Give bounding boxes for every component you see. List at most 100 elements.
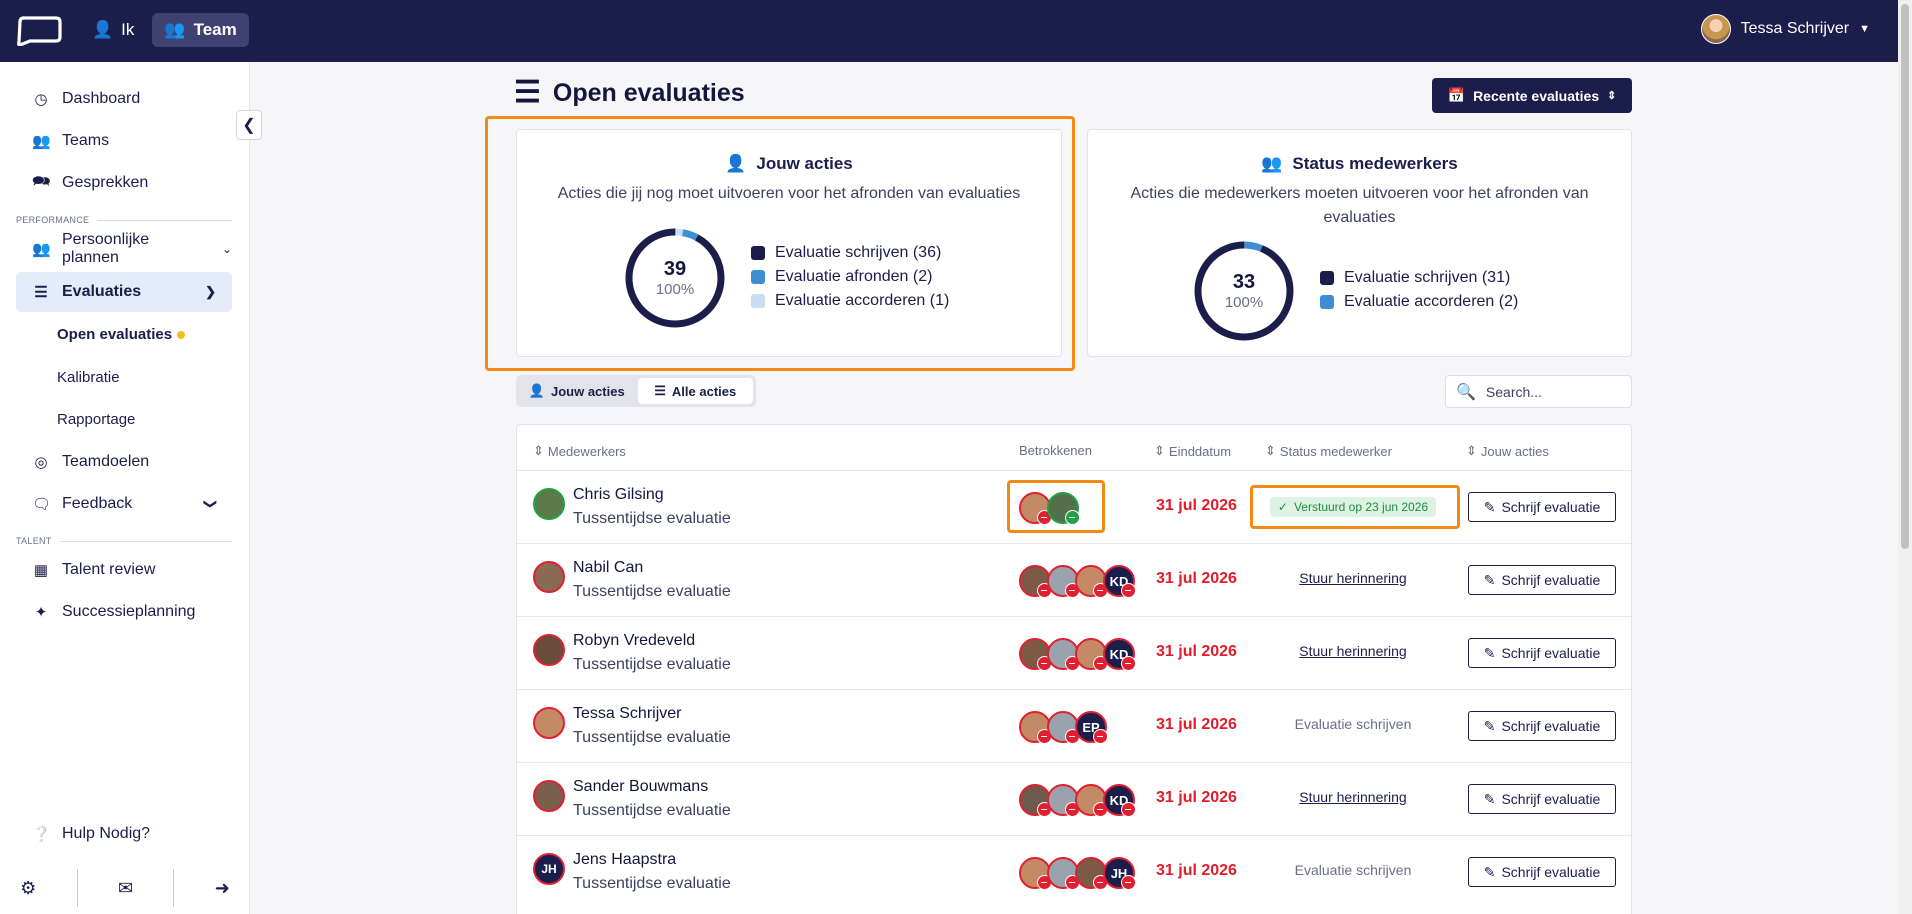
user-menu[interactable]: Tessa Schrijver ▼ xyxy=(1700,14,1870,44)
employee-name[interactable]: Robyn Vredeveld xyxy=(573,632,696,649)
pencil-icon: ✎ xyxy=(1483,498,1496,515)
employee-name[interactable]: Jens Haapstra xyxy=(573,851,677,868)
involved-avatars: EP xyxy=(1019,711,1108,744)
send-reminder-link[interactable]: Stuur herinnering xyxy=(1299,570,1407,586)
sidebar-sub-rapportage[interactable]: Rapportage xyxy=(57,411,136,428)
employee-name[interactable]: Nabil Can xyxy=(573,559,644,576)
app-logo[interactable] xyxy=(16,15,62,46)
send-reminder-link[interactable]: Stuur herinnering xyxy=(1299,643,1407,659)
chat-icon: 🗪 xyxy=(32,172,51,190)
due-date: 31 jul 2026 xyxy=(1156,643,1237,660)
avatar xyxy=(1700,14,1731,44)
sidebar-item-evaluaties[interactable]: ☰ Evaluaties ❯ xyxy=(16,272,232,312)
legend-item: Evaluatie schrijven (36) xyxy=(751,241,949,265)
toggle-alle-acties[interactable]: ☰ Alle acties xyxy=(637,378,753,404)
avatar[interactable]: KD xyxy=(1103,638,1136,671)
toggle-jouw-acties[interactable]: 👤 Jouw acties xyxy=(528,383,625,399)
avatar[interactable] xyxy=(1075,565,1108,598)
avatar[interactable]: KD xyxy=(1103,784,1136,817)
sidebar-item-talent-review[interactable]: ▦ Talent review xyxy=(33,561,156,579)
user-name: Tessa Schrijver xyxy=(1740,20,1850,37)
card-status-medewerkers: 👥 Status medewerkers Acties die medewerke… xyxy=(1087,129,1632,357)
avatar[interactable] xyxy=(1019,857,1052,890)
column-header-einddatum[interactable]: ⇕ Einddatum xyxy=(1154,443,1232,459)
table-row: Robyn Vredeveld Tussentijdse evaluatie K… xyxy=(517,616,1631,689)
sidebar-item-teams[interactable]: 👥 Teams xyxy=(32,132,110,150)
donut-total: 33 xyxy=(1232,271,1256,293)
write-evaluation-button[interactable]: ✎ Schrijf evaluatie xyxy=(1468,857,1616,887)
sort-icon: ⇕ xyxy=(1154,443,1165,458)
sidebar-item-persoonlijke-plannen[interactable]: 👥 Persoonlijke plannen ⌄ xyxy=(32,231,232,266)
check-icon: ✓ xyxy=(1277,500,1288,514)
avatar[interactable]: EP xyxy=(1075,711,1108,744)
user-settings-icon[interactable]: ⚙ xyxy=(20,877,37,898)
evaluation-type: Tussentijdse evaluatie xyxy=(573,583,731,600)
evaluation-type: Tussentijdse evaluatie xyxy=(573,510,731,527)
logout-icon[interactable]: ➜ xyxy=(214,877,230,898)
column-header-medewerkers[interactable]: ⇕ Medewerkers xyxy=(533,443,626,459)
actions-toggle: 👤 Jouw acties ☰ Alle acties xyxy=(516,375,756,407)
avatar xyxy=(533,561,565,593)
column-header-jouw-acties[interactable]: ⇕ Jouw acties xyxy=(1466,443,1549,459)
employee-name[interactable]: Chris Gilsing xyxy=(573,486,664,503)
table-row: Sander Bouwmans Tussentijdse evaluatie K… xyxy=(517,762,1631,835)
sidebar-sub-kalibratie[interactable]: Kalibratie xyxy=(57,369,120,386)
due-date: 31 jul 2026 xyxy=(1156,789,1237,806)
help-link[interactable]: ❔ Hulp Nodig? xyxy=(32,825,151,843)
write-evaluation-button[interactable]: ✎ Schrijf evaluatie xyxy=(1468,638,1616,668)
sidebar-item-teamdoelen[interactable]: ◎ Teamdoelen xyxy=(16,442,232,482)
send-reminder-link[interactable]: Stuur herinnering xyxy=(1299,789,1407,805)
page-title: ☰ Open evaluaties xyxy=(514,76,745,109)
evaluations-table: ⇕ Medewerkers Betrokkenen ⇕ Einddatum ⇕ Sta… xyxy=(516,424,1632,914)
target-icon: ◎ xyxy=(34,454,48,471)
sidebar-item-successieplanning[interactable]: ✦ Successieplanning xyxy=(16,592,232,632)
nav-team[interactable]: 👥 Team xyxy=(152,13,249,47)
recent-evaluations-button[interactable]: 📅 Recente evaluaties ⇕ xyxy=(1432,78,1632,113)
hamburger-icon[interactable]: ☰ xyxy=(514,76,541,109)
sort-icon: ⇕ xyxy=(1265,443,1276,458)
search-input[interactable] xyxy=(1485,383,1626,400)
mail-icon[interactable]: ✉ xyxy=(117,877,134,898)
donut-status: 33 100% xyxy=(1192,239,1296,343)
sidebar-item-gesprekken[interactable]: 🗪 Gesprekken xyxy=(16,163,232,203)
write-evaluation-button[interactable]: ✎ Schrijf evaluatie xyxy=(1468,492,1616,522)
sidebar-item-dashboard[interactable]: ◷ Dashboard xyxy=(16,79,232,119)
sort-icon: ⇕ xyxy=(1466,443,1477,458)
employee-name[interactable]: Tessa Schrijver xyxy=(573,705,682,722)
users-icon: 👥 xyxy=(164,20,186,39)
write-evaluation-button[interactable]: ✎ Schrijf evaluatie xyxy=(1468,565,1616,595)
legend-jouw: Evaluatie schrijven (36) Evaluatie afron… xyxy=(751,241,949,313)
employee-name[interactable]: Sander Bouwmans xyxy=(573,778,709,795)
due-date: 31 jul 2026 xyxy=(1156,862,1237,879)
highlight-box xyxy=(1250,485,1460,529)
section-performance: PERFORMANCE xyxy=(16,215,232,225)
avatar[interactable]: JH xyxy=(1103,857,1136,890)
avatar[interactable] xyxy=(1047,711,1080,744)
evaluation-type: Tussentijdse evaluatie xyxy=(573,656,731,673)
pencil-icon: ✎ xyxy=(1483,571,1496,588)
avatar[interactable] xyxy=(1019,565,1052,598)
column-header-betrokkenen: Betrokkenen xyxy=(1019,443,1092,458)
write-evaluation-button[interactable]: ✎ Schrijf evaluatie xyxy=(1468,711,1616,741)
table-row: Chris Gilsing Tussentijdse evaluatie 31 … xyxy=(517,470,1631,543)
avatar xyxy=(533,488,565,520)
plans-icon: 👥 xyxy=(32,241,51,258)
search-box: 🔍 xyxy=(1445,375,1632,408)
card-title: Jouw acties xyxy=(756,154,853,173)
teams-icon: 👥 xyxy=(32,133,51,150)
caret-down-icon: ▼ xyxy=(1859,23,1870,35)
collapse-sidebar-button[interactable]: ❮ xyxy=(236,110,262,140)
avatar[interactable]: KD xyxy=(1103,565,1136,598)
column-header-status[interactable]: ⇕ Status medewerker xyxy=(1265,443,1392,459)
avatar[interactable] xyxy=(1047,492,1080,525)
sidebar-sub-open-evaluaties[interactable]: Open evaluaties xyxy=(57,326,186,343)
scrollbar-thumb[interactable] xyxy=(1901,4,1909,549)
involved-avatars: JH xyxy=(1019,857,1136,890)
scrollbar[interactable] xyxy=(1898,0,1912,914)
write-evaluation-button[interactable]: ✎ Schrijf evaluatie xyxy=(1468,784,1616,814)
sidebar-item-feedback[interactable]: 🗨 Feedback ❯ xyxy=(32,495,219,513)
nav-ik[interactable]: 👤 Ik xyxy=(92,20,135,39)
chevron-down-icon: ❯ xyxy=(203,498,219,510)
question-icon: ❔ xyxy=(32,826,51,843)
avatar xyxy=(533,707,565,739)
